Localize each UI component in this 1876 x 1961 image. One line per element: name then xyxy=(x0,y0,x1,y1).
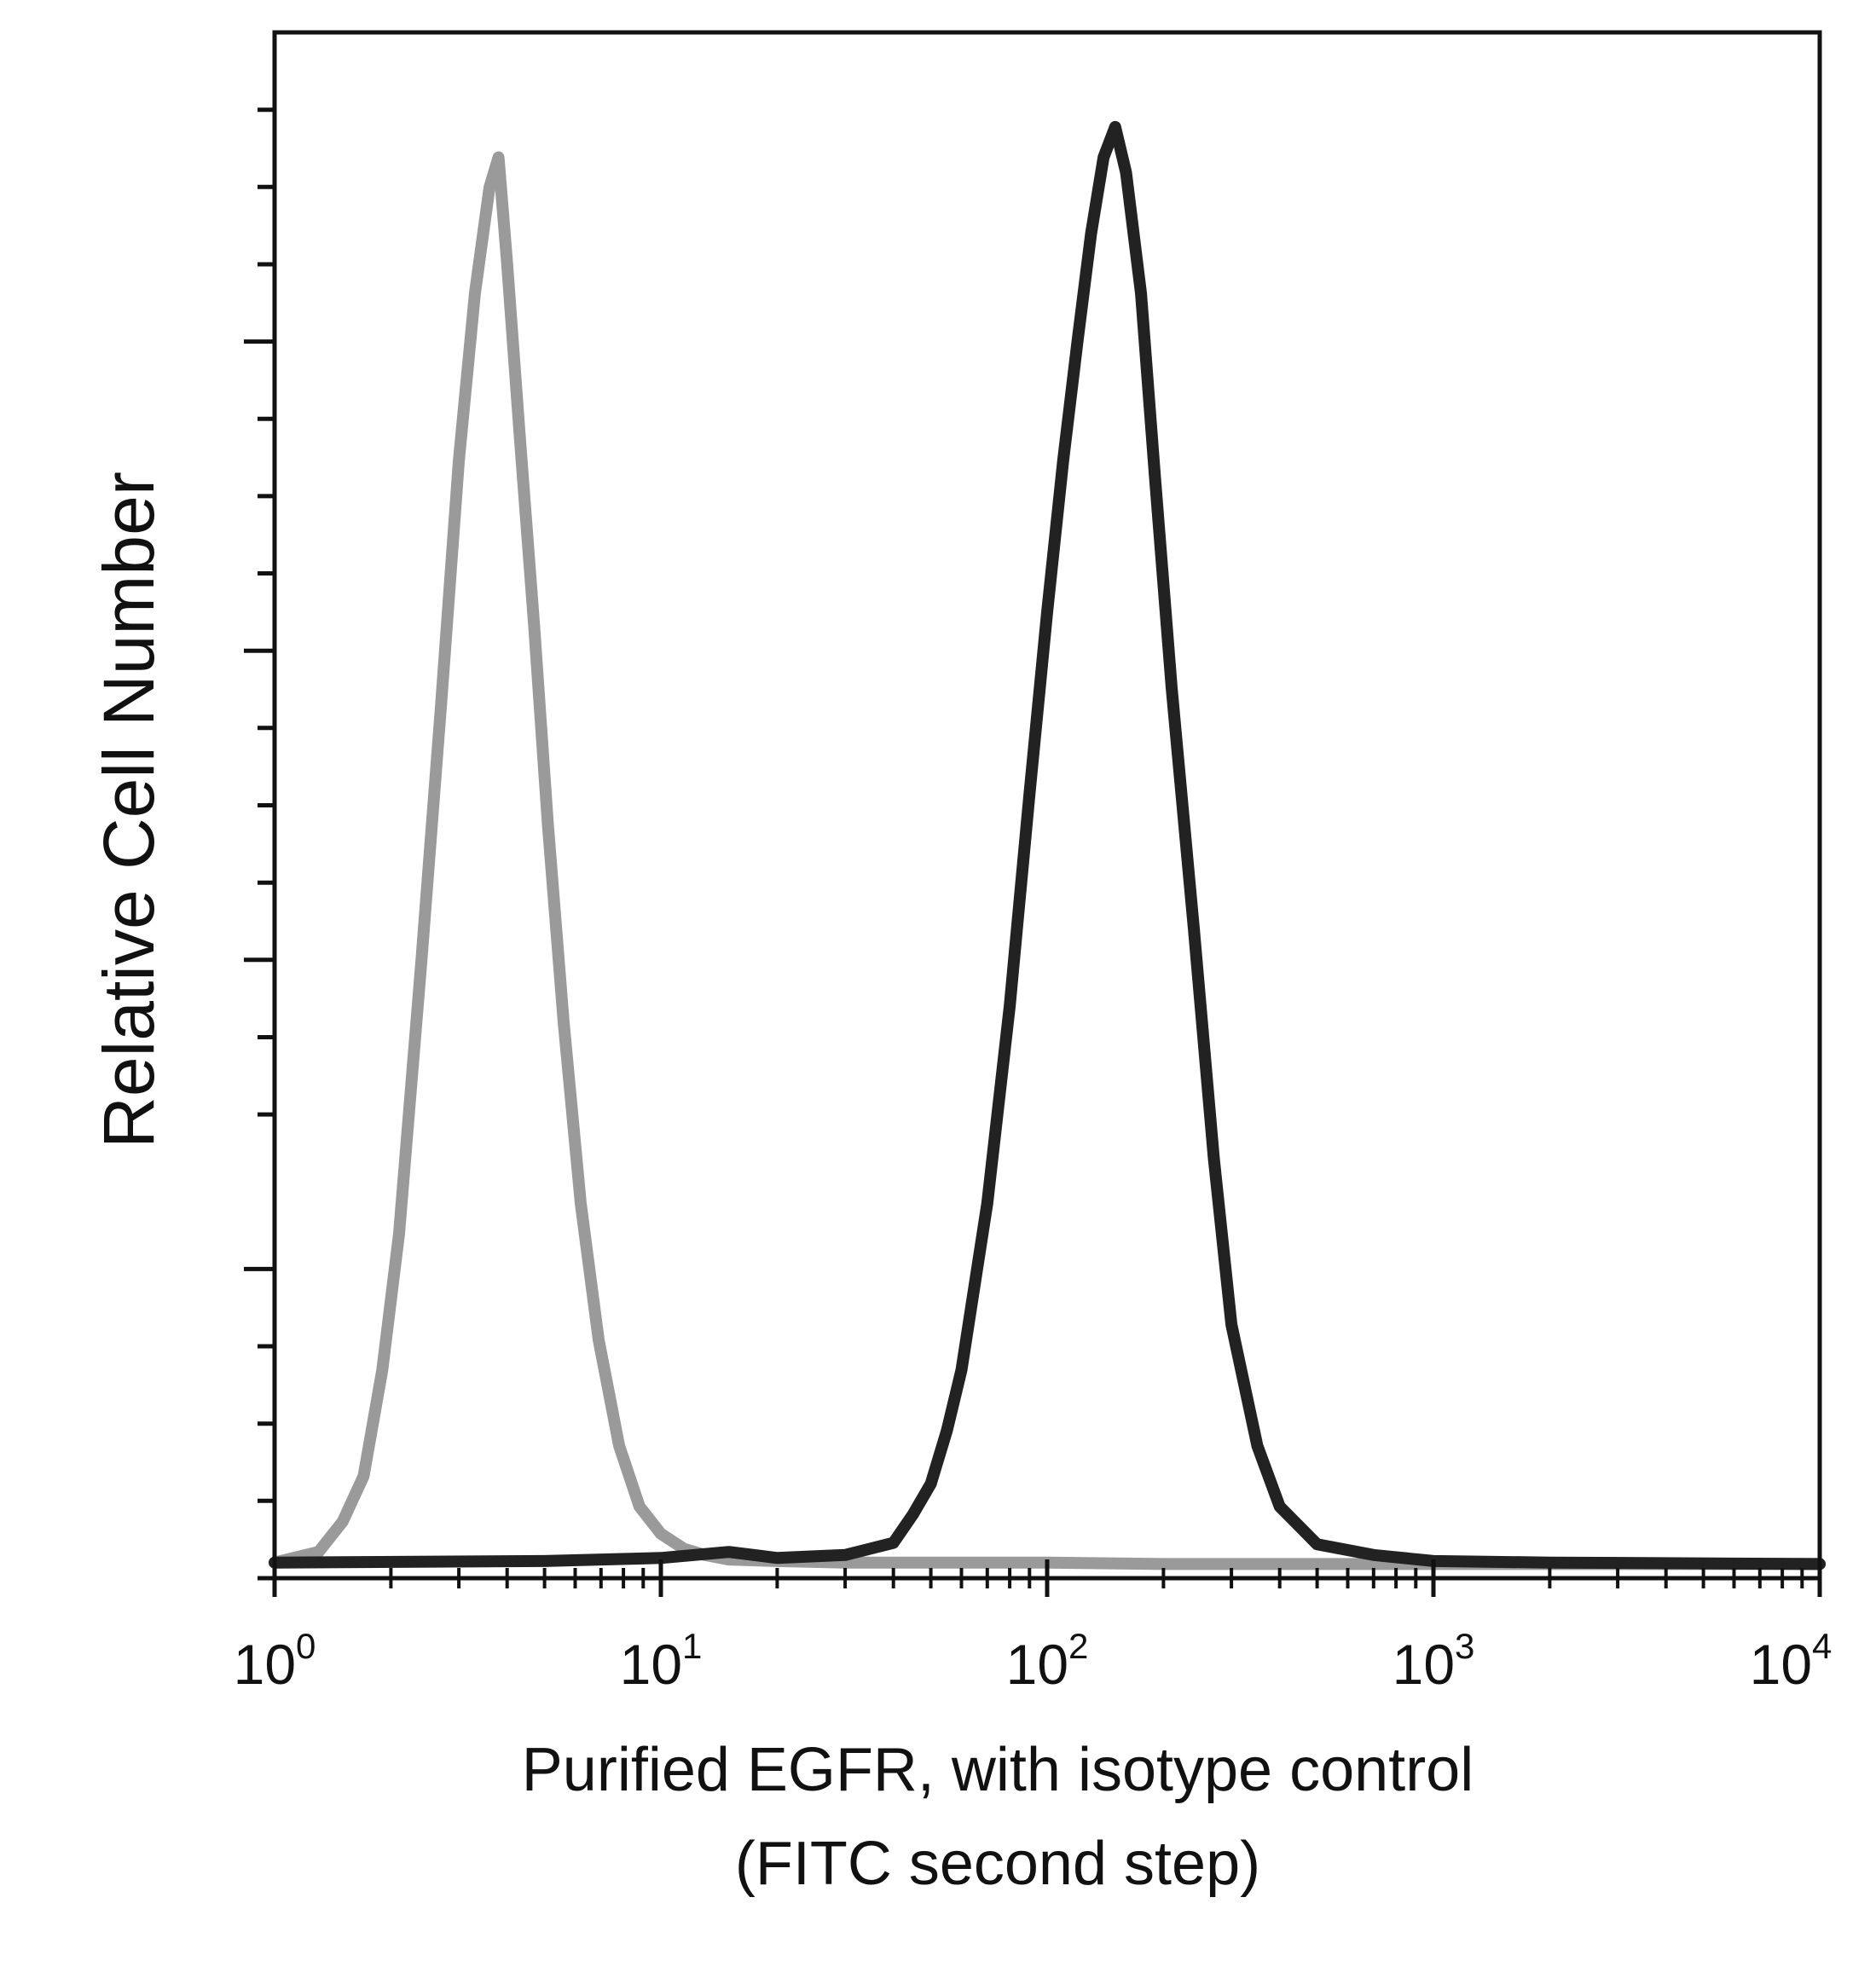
x-axis-label-line2: (FITC second step) xyxy=(735,1830,1260,1898)
x-tick-labels: 100 101 102 103 104 xyxy=(234,1626,1833,1696)
y-axis-ticks xyxy=(244,107,275,1581)
x-tick-label-1e2: 102 xyxy=(1006,1626,1089,1696)
series-line-egfr xyxy=(269,120,1826,1571)
x-tick-label-1e0: 100 xyxy=(234,1626,316,1696)
x-tick-label-1e1: 101 xyxy=(620,1626,703,1696)
x-tick-label-1e4: 104 xyxy=(1750,1626,1833,1696)
x-axis-ticks xyxy=(272,1559,1822,1597)
series-line-isotype xyxy=(269,151,1826,1571)
y-axis-label: Relative Cell Number xyxy=(89,471,169,1148)
x-tick-label-1e3: 103 xyxy=(1393,1626,1475,1696)
plot-marks xyxy=(269,120,1826,1571)
x-axis-label-line1: Purified EGFR, with isotype control xyxy=(522,1736,1474,1804)
